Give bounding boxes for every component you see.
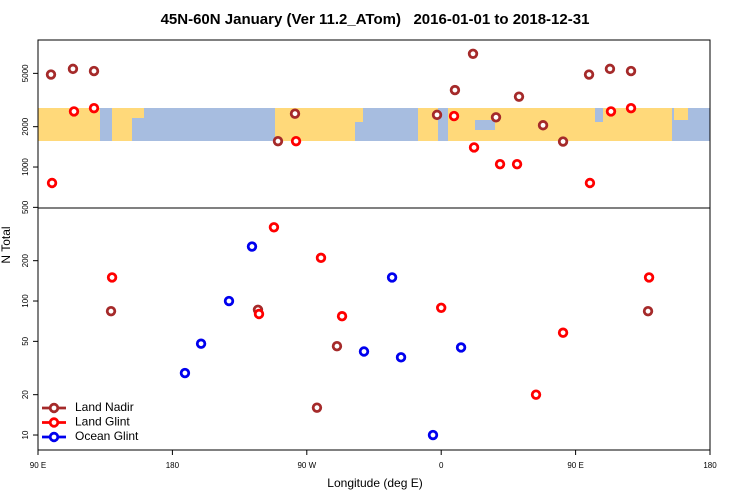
data-point — [604, 63, 616, 75]
x-tick-label: 90 E — [567, 461, 583, 470]
data-point — [105, 305, 117, 317]
data-point — [448, 110, 460, 122]
data-point — [584, 177, 596, 189]
data-point — [253, 308, 265, 320]
data-point — [290, 135, 302, 147]
y-tick-label: 20 — [21, 390, 30, 399]
data-point — [537, 120, 549, 131]
data-point — [395, 352, 407, 363]
legend-marker — [48, 417, 60, 428]
data-point — [642, 305, 654, 317]
data-point — [336, 311, 348, 322]
data-point — [625, 65, 637, 77]
y-tick-label: 2000 — [21, 117, 30, 135]
plot-frame — [37, 39, 711, 451]
map-strip — [38, 108, 710, 141]
data-point — [311, 402, 323, 413]
data-point — [427, 429, 439, 441]
data-point — [68, 106, 80, 117]
data-point — [557, 136, 569, 147]
data-point — [358, 346, 370, 357]
x-tick-label: 0 — [439, 461, 444, 470]
y-tick-label: 5000 — [21, 64, 30, 82]
data-point — [88, 102, 100, 114]
legend-marker — [48, 431, 60, 443]
legend-marker — [48, 402, 60, 414]
data-point — [195, 338, 207, 349]
data-point — [67, 63, 79, 75]
y-tick-label: 50 — [21, 336, 30, 345]
data-point — [436, 302, 447, 313]
data-point — [455, 342, 467, 353]
data-point — [490, 112, 502, 123]
x-axis-label: Longitude (deg E) — [327, 476, 422, 490]
data-point — [513, 91, 525, 102]
x-tick-label: 90 W — [297, 461, 316, 470]
x-tick-label: 90 E — [30, 461, 46, 470]
data-point — [449, 84, 461, 96]
data-point — [268, 222, 280, 233]
data-point — [468, 142, 480, 153]
y-tick-label: 100 — [21, 294, 30, 308]
y-tick-label: 1000 — [21, 158, 30, 176]
y-axis-label: N Total — [0, 226, 13, 263]
data-point — [386, 272, 398, 283]
data-point — [511, 158, 523, 170]
data-point — [223, 295, 235, 307]
data-point — [494, 158, 506, 170]
data-point — [557, 327, 569, 338]
data-point — [88, 65, 100, 77]
data-point — [625, 102, 637, 114]
data-point — [179, 367, 191, 379]
data-point — [45, 69, 57, 80]
y-tick-label: 200 — [21, 253, 30, 267]
x-tick-label: 180 — [166, 461, 180, 470]
y-tick-label: 500 — [21, 200, 30, 214]
legend-label: Ocean Glint — [75, 429, 139, 443]
data-point — [331, 341, 343, 352]
data-point — [46, 177, 58, 189]
data-point — [467, 48, 479, 59]
data-point — [289, 108, 301, 119]
chart-title: 45N-60N January (Ver 11.2_ATom) 2016-01-… — [161, 11, 590, 28]
legend-label: Land Glint — [75, 415, 130, 429]
data-point — [106, 272, 118, 283]
x-tick-label: 180 — [703, 461, 717, 470]
data-point — [605, 106, 617, 117]
data-point — [643, 272, 655, 283]
data-point — [583, 69, 595, 80]
data-point — [431, 109, 443, 121]
data-point — [315, 252, 327, 264]
data-point — [272, 135, 284, 147]
data-point — [246, 241, 258, 252]
data-point — [530, 389, 542, 400]
legend-label: Land Nadir — [75, 400, 134, 414]
y-tick-label: 10 — [21, 430, 30, 439]
